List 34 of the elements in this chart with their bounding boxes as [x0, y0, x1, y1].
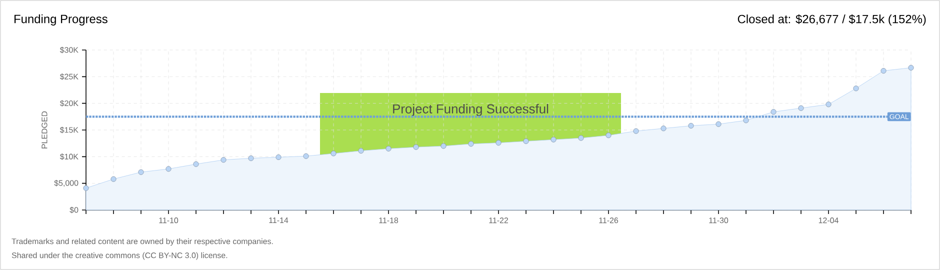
annotation: Project Funding Successful: [393, 104, 548, 116]
point: [660, 126, 666, 132]
point: [166, 166, 172, 172]
point: [798, 105, 804, 111]
chart-subtitle: Closed at: $26,677 / $17.5k (152%): [738, 14, 926, 26]
point: [716, 121, 722, 127]
point: [880, 68, 886, 74]
point: [606, 132, 612, 138]
point: [248, 155, 254, 162]
chart-title: Funding Progress: [14, 14, 108, 26]
point: [220, 157, 226, 163]
point: [688, 122, 694, 129]
point: [386, 146, 392, 152]
point: [523, 138, 529, 144]
point: [770, 109, 776, 115]
point: [440, 143, 446, 149]
point: [853, 86, 859, 92]
point: [550, 136, 556, 142]
point: [908, 64, 914, 71]
point: [330, 150, 336, 156]
point: [110, 176, 116, 182]
point: [633, 128, 639, 134]
point: [413, 144, 419, 150]
point: [358, 148, 364, 154]
point: [826, 102, 832, 108]
point: [193, 161, 199, 167]
point: [138, 169, 144, 175]
point: [496, 140, 502, 146]
point: [83, 185, 89, 191]
point: [303, 153, 309, 159]
point: [743, 118, 749, 124]
point: [276, 154, 282, 160]
point: [578, 135, 584, 141]
point: [468, 141, 474, 147]
